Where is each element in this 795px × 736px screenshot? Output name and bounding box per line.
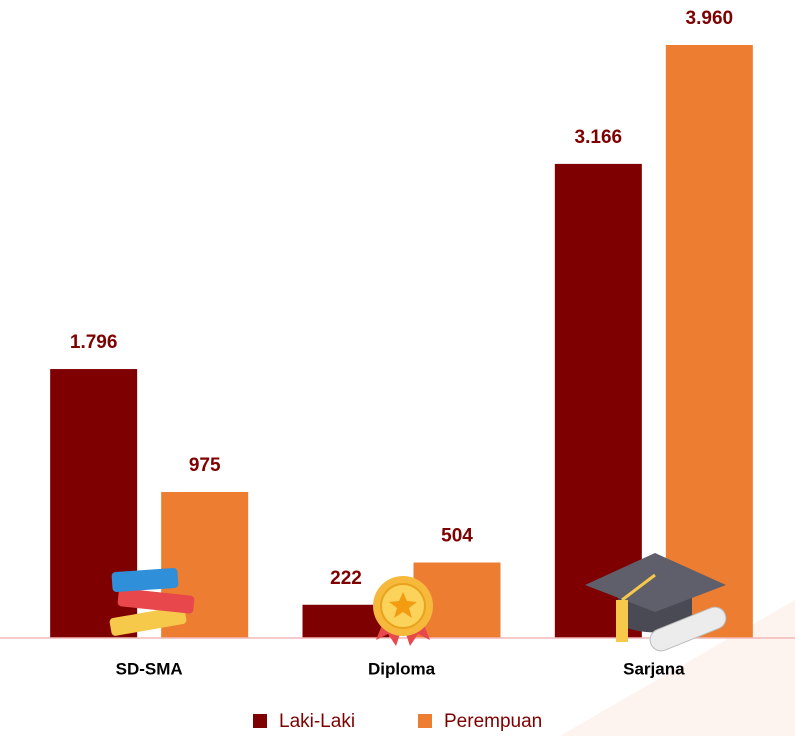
legend-label: Laki-Laki	[279, 711, 355, 732]
x-tick-label: SD-SMA	[116, 659, 183, 678]
x-tick-label: Sarjana	[623, 659, 685, 678]
x-tick-label: Diploma	[368, 659, 436, 678]
icon	[649, 606, 727, 652]
icon	[616, 600, 628, 642]
icon	[117, 588, 195, 614]
icon	[111, 567, 179, 593]
icon	[389, 592, 417, 618]
value-label: 3.166	[575, 127, 623, 148]
bar	[665, 44, 753, 639]
legend-label: Perempuan	[444, 711, 542, 732]
legend-swatch	[418, 714, 432, 728]
value-label: 222	[330, 568, 362, 589]
value-label: 975	[189, 455, 221, 476]
value-label: 3.960	[686, 8, 734, 29]
icon	[109, 606, 187, 636]
icon	[621, 573, 656, 602]
icon	[585, 553, 726, 612]
legend-swatch	[253, 714, 267, 728]
value-label: 504	[441, 526, 473, 547]
bar	[554, 163, 642, 639]
value-label: 1.796	[70, 332, 118, 353]
